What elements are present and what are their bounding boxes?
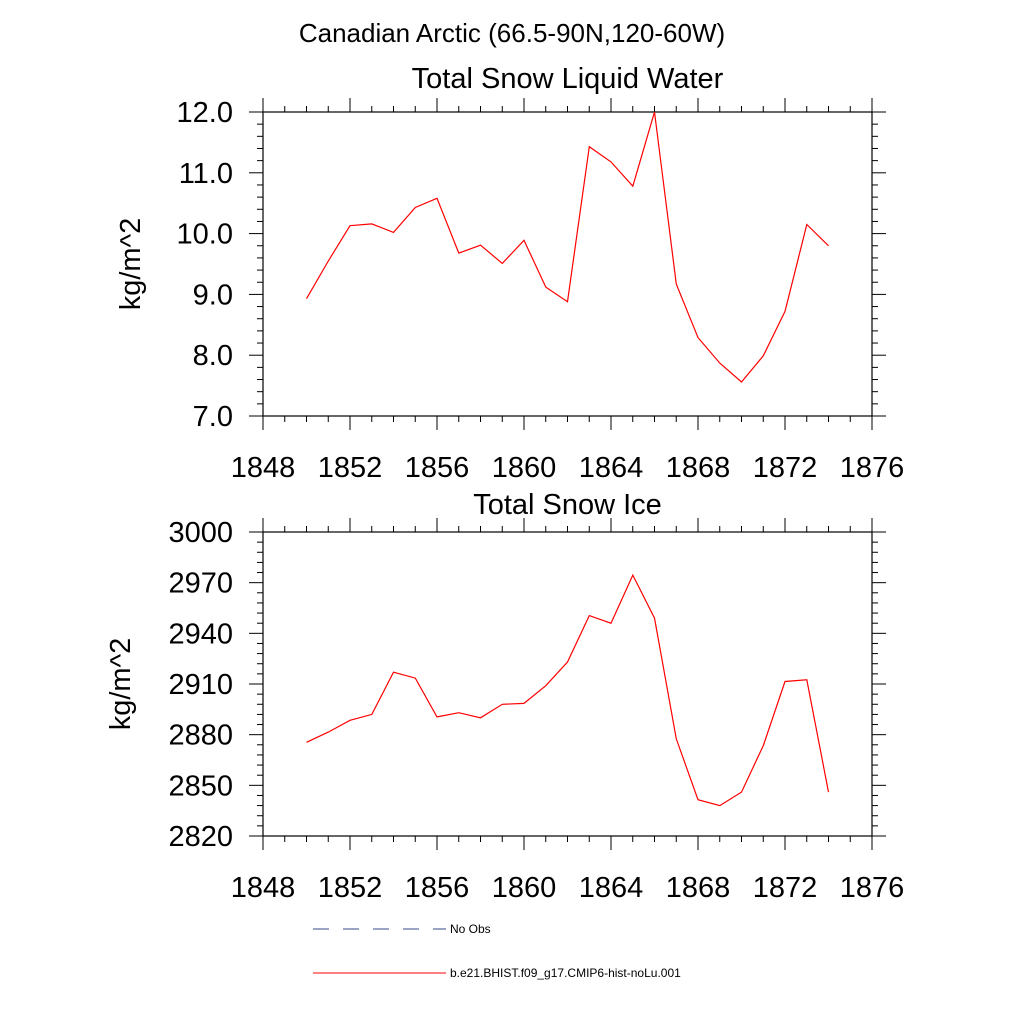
- x-tick-label: 1876: [840, 872, 905, 904]
- x-tick-label: 1872: [753, 872, 818, 904]
- x-tick-label: 1868: [666, 452, 731, 484]
- y-tick-label: 2880: [168, 720, 233, 752]
- plot-snow-ice: Total Snow Ice kg/m^2 1848 1852 1856 1860 1864…: [105, 489, 904, 904]
- y-tick-label: 7.0: [193, 401, 233, 433]
- x-tick-label: 1852: [318, 872, 383, 904]
- y-tick-label: 10.0: [177, 219, 233, 251]
- x-tick-label: 1848: [231, 452, 296, 484]
- y-tick-label: 11.0: [179, 158, 233, 190]
- y-tick-label: 9.0: [193, 279, 233, 311]
- y-tick-label: 8.0: [193, 340, 233, 372]
- x-tick-label: 1856: [405, 872, 470, 904]
- x-tick-label: 1848: [231, 872, 296, 904]
- y-tick-label: 2910: [168, 669, 233, 701]
- page-title: Canadian Arctic (66.5-90N,120-60W): [299, 18, 725, 48]
- x-tick-label: 1876: [840, 452, 905, 484]
- x-tick-label: 1864: [579, 872, 644, 904]
- y-axis-label: kg/m^2: [115, 218, 147, 311]
- x-tick-label: 1852: [318, 452, 383, 484]
- y-tick-label: 2940: [168, 618, 233, 650]
- chart-title: Total Snow Liquid Water: [412, 63, 724, 95]
- legend: No Obs b.e21.BHIST.f09_g17.CMIP6-hist-noL…: [313, 922, 681, 980]
- x-tick-label: 1872: [753, 452, 818, 484]
- y-tick-label: 3000: [168, 517, 233, 549]
- x-tick-label: 1860: [492, 452, 557, 484]
- plot-snow-liquid-water: Total Snow Liquid Water kg/m^2 1848 1852 185…: [115, 63, 904, 484]
- x-tick-label: 1860: [492, 872, 557, 904]
- legend-label: No Obs: [450, 922, 491, 936]
- series-line: [305, 111, 829, 383]
- y-axis-label: kg/m^2: [105, 638, 137, 731]
- plot-frame: [262, 111, 873, 417]
- plot-frame: [262, 531, 873, 837]
- y-tick-label: 2850: [168, 770, 233, 802]
- series-line: [306, 573, 830, 807]
- y-tick-label: 12.0: [177, 97, 233, 129]
- legend-label: b.e21.BHIST.f09_g17.CMIP6-hist-noLu.001: [450, 966, 681, 980]
- y-tick-label: 2820: [168, 821, 233, 853]
- x-tick-label: 1868: [666, 872, 731, 904]
- x-tick-label: 1856: [405, 452, 470, 484]
- chart-title: Total Snow Ice: [473, 489, 662, 521]
- x-tick-label: 1864: [579, 452, 644, 484]
- y-tick-label: 2970: [168, 568, 233, 600]
